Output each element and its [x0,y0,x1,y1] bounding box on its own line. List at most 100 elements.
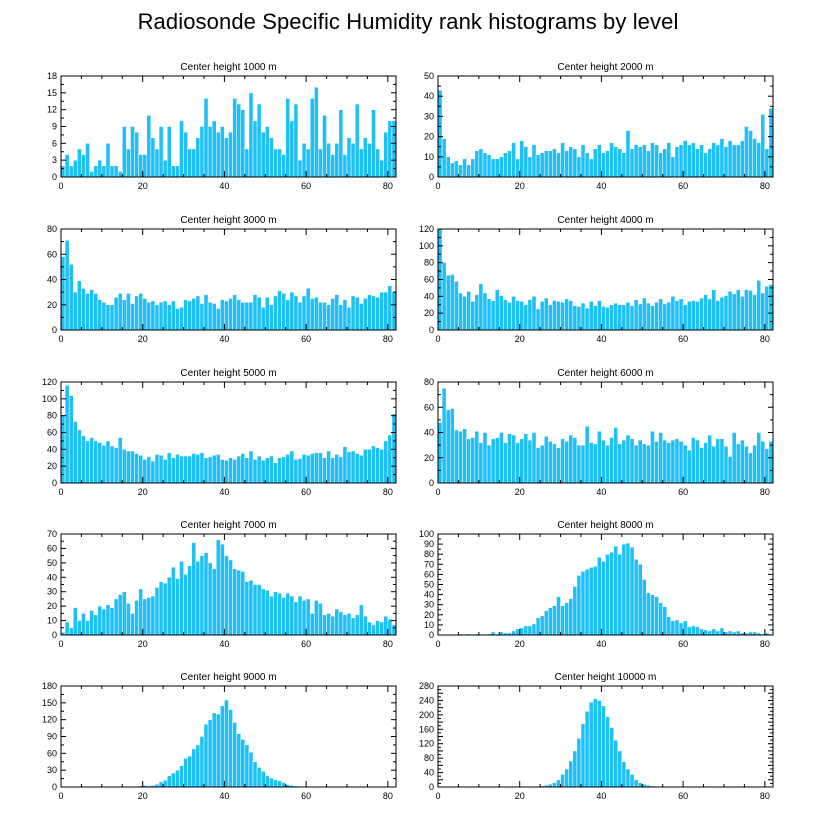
bar [548,304,553,331]
bar [240,739,246,788]
histogram-panel-3: Center height 3000 m 0 20 40 60 80 0 20 40 60 80 [47,215,397,344]
bar [654,596,659,636]
bar [354,296,360,331]
bar [171,300,176,331]
y-tick-label: 200 [419,710,434,720]
bar [592,305,598,331]
bar [601,561,606,636]
bar [691,142,696,178]
y-tick-label: 80 [424,753,434,763]
bar [211,120,217,178]
bar [89,437,94,484]
bar [289,291,295,331]
bar [236,299,242,331]
bar [691,300,696,331]
y-tick-label: 60 [424,402,434,412]
bar [228,559,233,636]
bar [568,760,574,788]
y-tick-label: 80 [47,411,57,421]
y-tick-label: 20 [47,300,57,310]
y-tick-label: 160 [419,724,434,734]
bar [199,126,205,178]
bar [322,301,327,331]
bar [158,581,164,636]
bar [207,719,213,788]
bar [379,449,384,484]
x-tick-label: 0 [435,791,440,801]
bar [293,295,299,331]
bar [503,442,508,484]
bar [126,148,131,178]
bar [450,408,455,484]
x-tick-label: 20 [138,487,148,497]
bar [527,625,533,636]
bar [552,300,557,331]
y-tick-label: 60 [424,275,434,285]
bar [511,142,516,178]
bar [309,453,315,484]
bar [220,543,225,636]
bar [342,614,348,636]
bar [642,144,647,178]
bar [338,304,344,331]
bar [199,303,205,331]
bar [752,294,757,331]
bar [195,744,201,788]
bar [68,264,74,331]
bar [552,782,557,788]
bar [482,432,488,484]
bar [613,739,619,788]
x-tick-label: 40 [596,487,606,497]
bar [748,452,753,484]
bar [744,126,749,178]
bar [236,733,242,788]
x-tick-label: 60 [678,487,688,497]
bar [297,301,303,331]
bar [523,304,529,331]
bar [686,449,692,484]
bar [458,164,463,178]
bar [334,454,340,484]
bar [330,298,335,331]
bar [470,158,476,178]
y-tick-label: 0 [52,630,57,640]
bar [387,434,393,484]
bar [224,460,229,484]
bar [240,453,246,484]
bar [154,148,160,178]
y-tick-label: 20 [47,601,57,611]
y-tick-label: 60 [47,428,57,438]
bar [232,294,237,331]
bar [486,298,492,331]
x-tick-label: 80 [760,639,770,649]
bar [703,442,708,484]
bar [346,451,352,484]
bar [548,150,553,178]
bar [756,432,761,484]
bar [113,598,119,636]
bar [363,137,368,178]
bar [60,256,66,331]
y-tick-label: 20 [424,308,434,318]
bar [580,144,586,178]
bar [454,280,459,331]
bar [260,771,266,788]
y-tick-label: 40 [424,91,434,101]
bar [358,148,364,178]
bar [625,434,631,484]
bar [146,115,152,178]
bar [756,280,761,331]
y-tick-label: 18 [47,71,57,81]
bar [670,620,676,636]
x-tick-label: 80 [760,181,770,191]
bar [568,146,574,178]
x-tick-label: 80 [760,791,770,801]
bar [543,436,549,484]
y-tick-label: 20 [47,461,57,471]
bar [633,144,639,178]
x-tick-label: 60 [678,639,688,649]
bar [699,628,704,636]
bar [531,296,537,331]
bar [244,148,250,178]
bar [248,301,254,331]
